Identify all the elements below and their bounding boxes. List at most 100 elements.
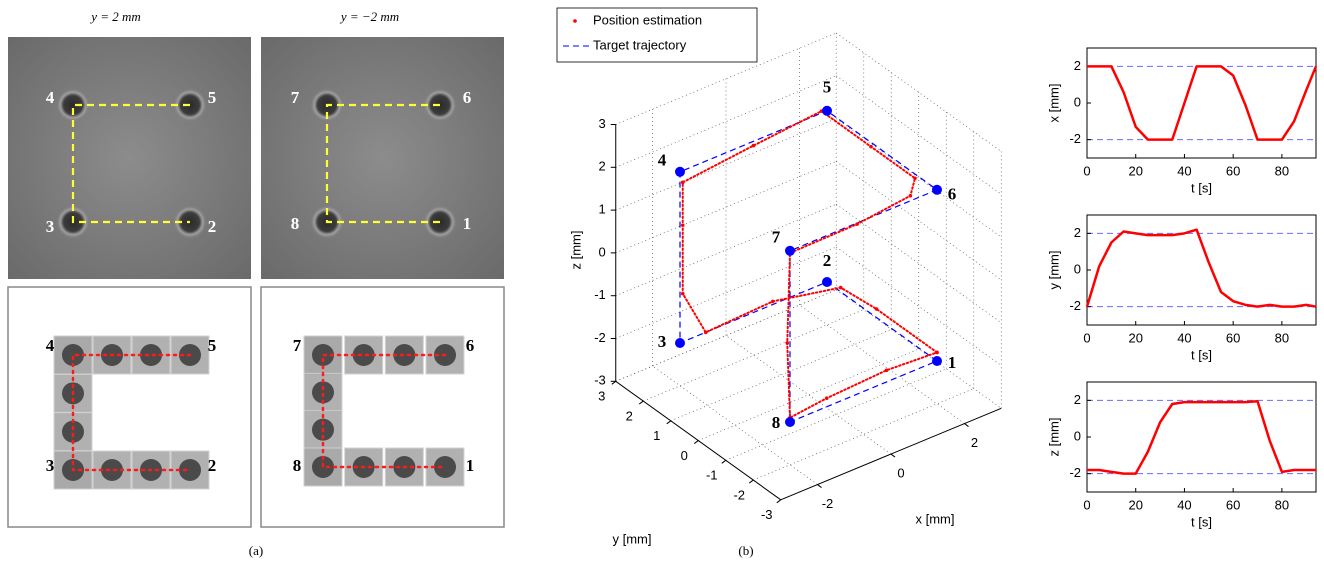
y-tick-label: 0 xyxy=(1074,261,1081,276)
y-tick-label: -2 xyxy=(1069,298,1081,313)
y-tick-label: 2 xyxy=(1074,225,1081,240)
y-tick-label: -3 xyxy=(761,507,773,522)
point-label: 6 xyxy=(948,185,957,204)
estimation-path xyxy=(681,109,938,420)
x-tick-label: 60 xyxy=(1226,163,1240,178)
target-point xyxy=(675,166,685,177)
tracked-path xyxy=(321,353,447,469)
point-label: 8 xyxy=(293,456,302,475)
target-point xyxy=(785,245,795,256)
legend-box xyxy=(556,7,758,63)
estimation-point xyxy=(680,223,685,227)
y-tick-label: 2 xyxy=(626,408,633,423)
point-label: 8 xyxy=(291,214,300,233)
plot-area xyxy=(1086,47,1317,159)
target-point xyxy=(932,356,942,366)
target-square xyxy=(325,103,440,224)
y-tick-label: -2 xyxy=(733,487,745,502)
target-line xyxy=(679,110,939,423)
tracked-path xyxy=(71,353,192,472)
estimation-point xyxy=(680,180,685,185)
grid-line xyxy=(615,118,837,211)
tile-particle xyxy=(312,381,334,404)
data-line xyxy=(1087,65,1318,141)
x-tick-label: 0 xyxy=(1083,163,1090,178)
point-label: 4 xyxy=(46,88,55,107)
x-tick-label: 20 xyxy=(1128,330,1142,345)
estimation-point xyxy=(785,341,790,345)
tile-particle xyxy=(393,344,416,366)
target-point xyxy=(785,417,795,427)
tile-particle xyxy=(101,459,123,481)
tile-particle xyxy=(140,344,162,366)
estimation-point xyxy=(869,144,873,149)
x-axis-label: t [s] xyxy=(1191,347,1212,362)
particle xyxy=(56,88,90,122)
x-tick-label: 20 xyxy=(1128,497,1142,512)
panel-a: y = 2 mm y = −2 mm (a) 4 5 3 2 4 5 3 2 7 6 8 1 7 6 8 1 xyxy=(7,9,505,558)
x-tick-label: 80 xyxy=(1275,163,1289,178)
y-tick-label: -1 xyxy=(706,468,718,483)
x-axis-label: t [s] xyxy=(1191,180,1212,195)
caption: (b) xyxy=(738,543,753,558)
y-axis-label: x [mm] xyxy=(1046,84,1061,123)
x-tick-label: 60 xyxy=(1226,330,1240,345)
x-tick-label: 0 xyxy=(897,465,904,480)
point-label: 2 xyxy=(823,251,832,270)
tick-mark xyxy=(776,499,782,504)
grid-line xyxy=(670,328,892,422)
composite-image xyxy=(260,286,505,528)
z-tick-label: 2 xyxy=(599,159,606,174)
point-label: 6 xyxy=(466,336,475,355)
estimation-point xyxy=(855,222,859,226)
target-point xyxy=(675,338,685,348)
tile-particle xyxy=(62,420,84,443)
point-label: 4 xyxy=(46,336,55,355)
tick-mark xyxy=(964,423,969,427)
target-point xyxy=(932,184,942,195)
point-label: 3 xyxy=(46,217,55,236)
y-axis-label: y [mm] xyxy=(613,531,652,546)
point-label: 6 xyxy=(463,88,472,107)
grid-line xyxy=(753,388,974,481)
microscope-image xyxy=(261,37,504,279)
z-axis-label: z [mm] xyxy=(568,231,583,270)
estimation-point xyxy=(771,299,775,304)
data-line xyxy=(1087,400,1316,475)
x-tick-label: 80 xyxy=(1275,497,1289,512)
tick-mark xyxy=(748,479,754,484)
caption: (a) xyxy=(249,543,263,558)
z-tick-label: -2 xyxy=(594,330,606,345)
point-label: 5 xyxy=(208,88,217,107)
tile-particle xyxy=(62,344,84,366)
tile-particle xyxy=(179,459,201,481)
estimation-point xyxy=(884,368,889,373)
tick-mark xyxy=(890,453,896,458)
estimation-point xyxy=(908,193,913,198)
point-label: 5 xyxy=(823,78,832,97)
estimation-point xyxy=(874,307,879,311)
point-label: 3 xyxy=(46,456,55,475)
y-axis-label: y [mm] xyxy=(1046,251,1061,290)
y-tick-label: 2 xyxy=(1074,392,1081,407)
point-label: 3 xyxy=(658,332,667,351)
composite-image xyxy=(7,286,252,528)
estimation-point xyxy=(824,396,829,400)
y-tick-label: 1 xyxy=(653,428,660,443)
plot-area xyxy=(1086,214,1317,326)
tick-mark xyxy=(666,420,672,425)
y-tick-label: -2 xyxy=(1069,131,1081,146)
tick-mark xyxy=(817,484,822,488)
tick-mark xyxy=(721,459,727,464)
y-tick-label: 0 xyxy=(1074,94,1081,109)
point-label: 1 xyxy=(948,353,957,372)
point-label: 5 xyxy=(208,336,217,355)
z-tick-label: 1 xyxy=(599,202,606,217)
point-label: 7 xyxy=(293,336,302,355)
z-tick-label: -1 xyxy=(594,287,606,302)
plot-area xyxy=(1086,381,1317,493)
point-label: 2 xyxy=(208,217,217,236)
y-tick-label: 2 xyxy=(1074,58,1081,73)
x-tick-label: 20 xyxy=(1128,163,1142,178)
